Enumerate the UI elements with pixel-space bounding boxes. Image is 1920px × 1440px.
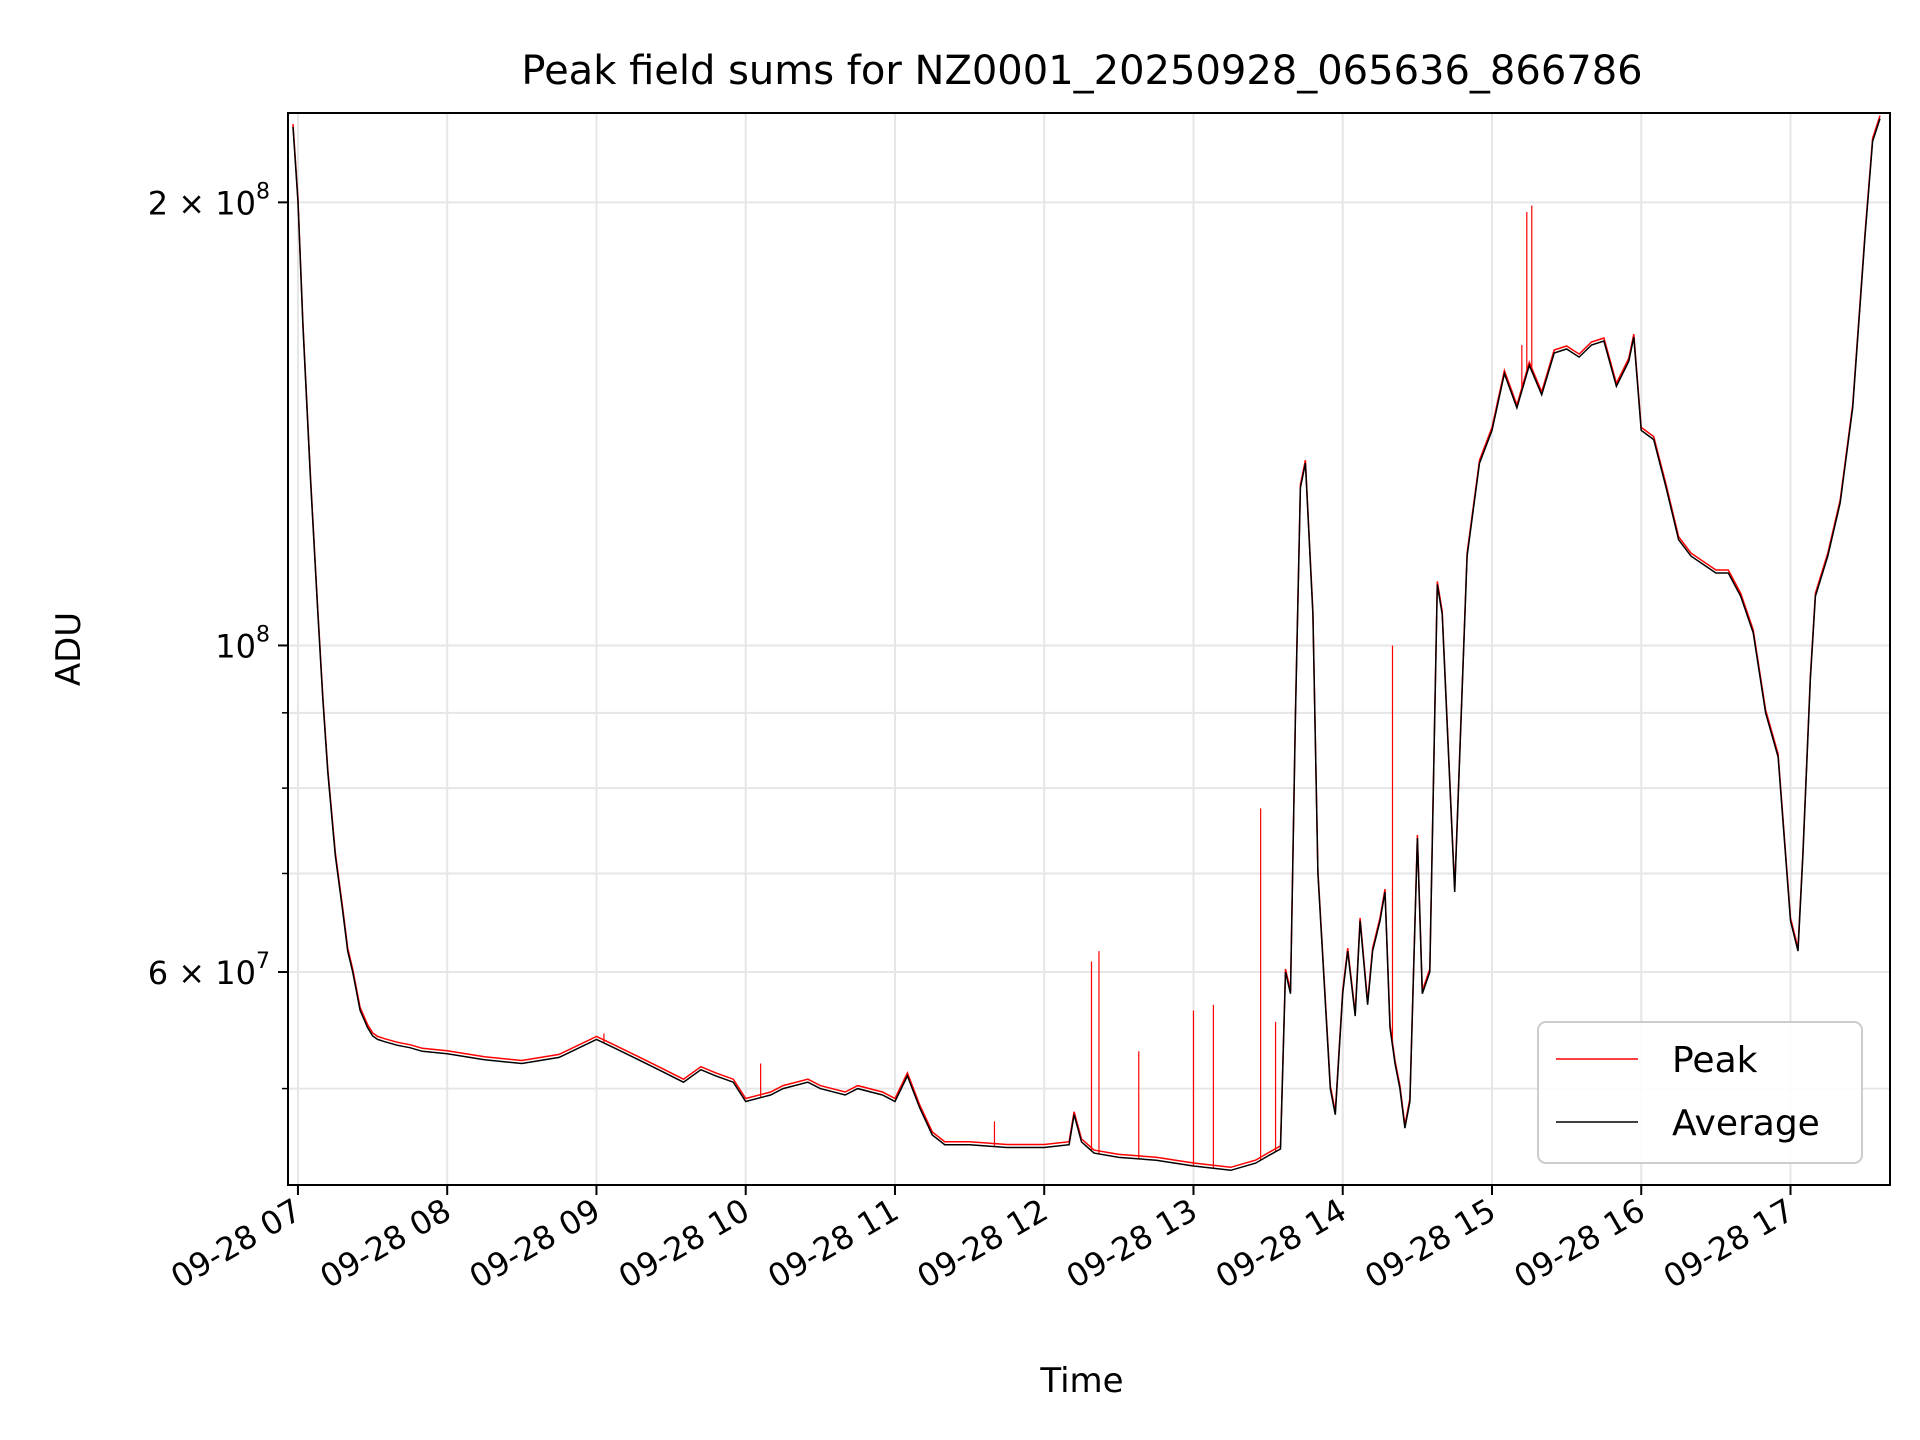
legend: Peak Average [1537,1021,1863,1164]
y-tick-label: 6 × 107 [148,949,270,992]
legend-label-average: Average [1672,1103,1820,1144]
chart-title: Peak field sums for NZ0001_20250928_0656… [521,48,1642,94]
series-clip-group [292,115,1881,1172]
series-line-average [292,118,1881,1172]
y-tick-label: 2 × 108 [148,179,270,222]
grid [288,113,1890,1185]
y-axis: 6 × 107 108 2 × 108 [148,179,288,1090]
y-axis-label: ADU [49,612,89,686]
plot-frame [287,112,1891,1186]
legend-box [1537,1021,1863,1164]
y-tick-label: 108 [215,622,270,665]
x-axis-label: Time [1039,1361,1123,1401]
series-layer [292,115,1881,1172]
legend-label-peak: Peak [1672,1040,1758,1081]
